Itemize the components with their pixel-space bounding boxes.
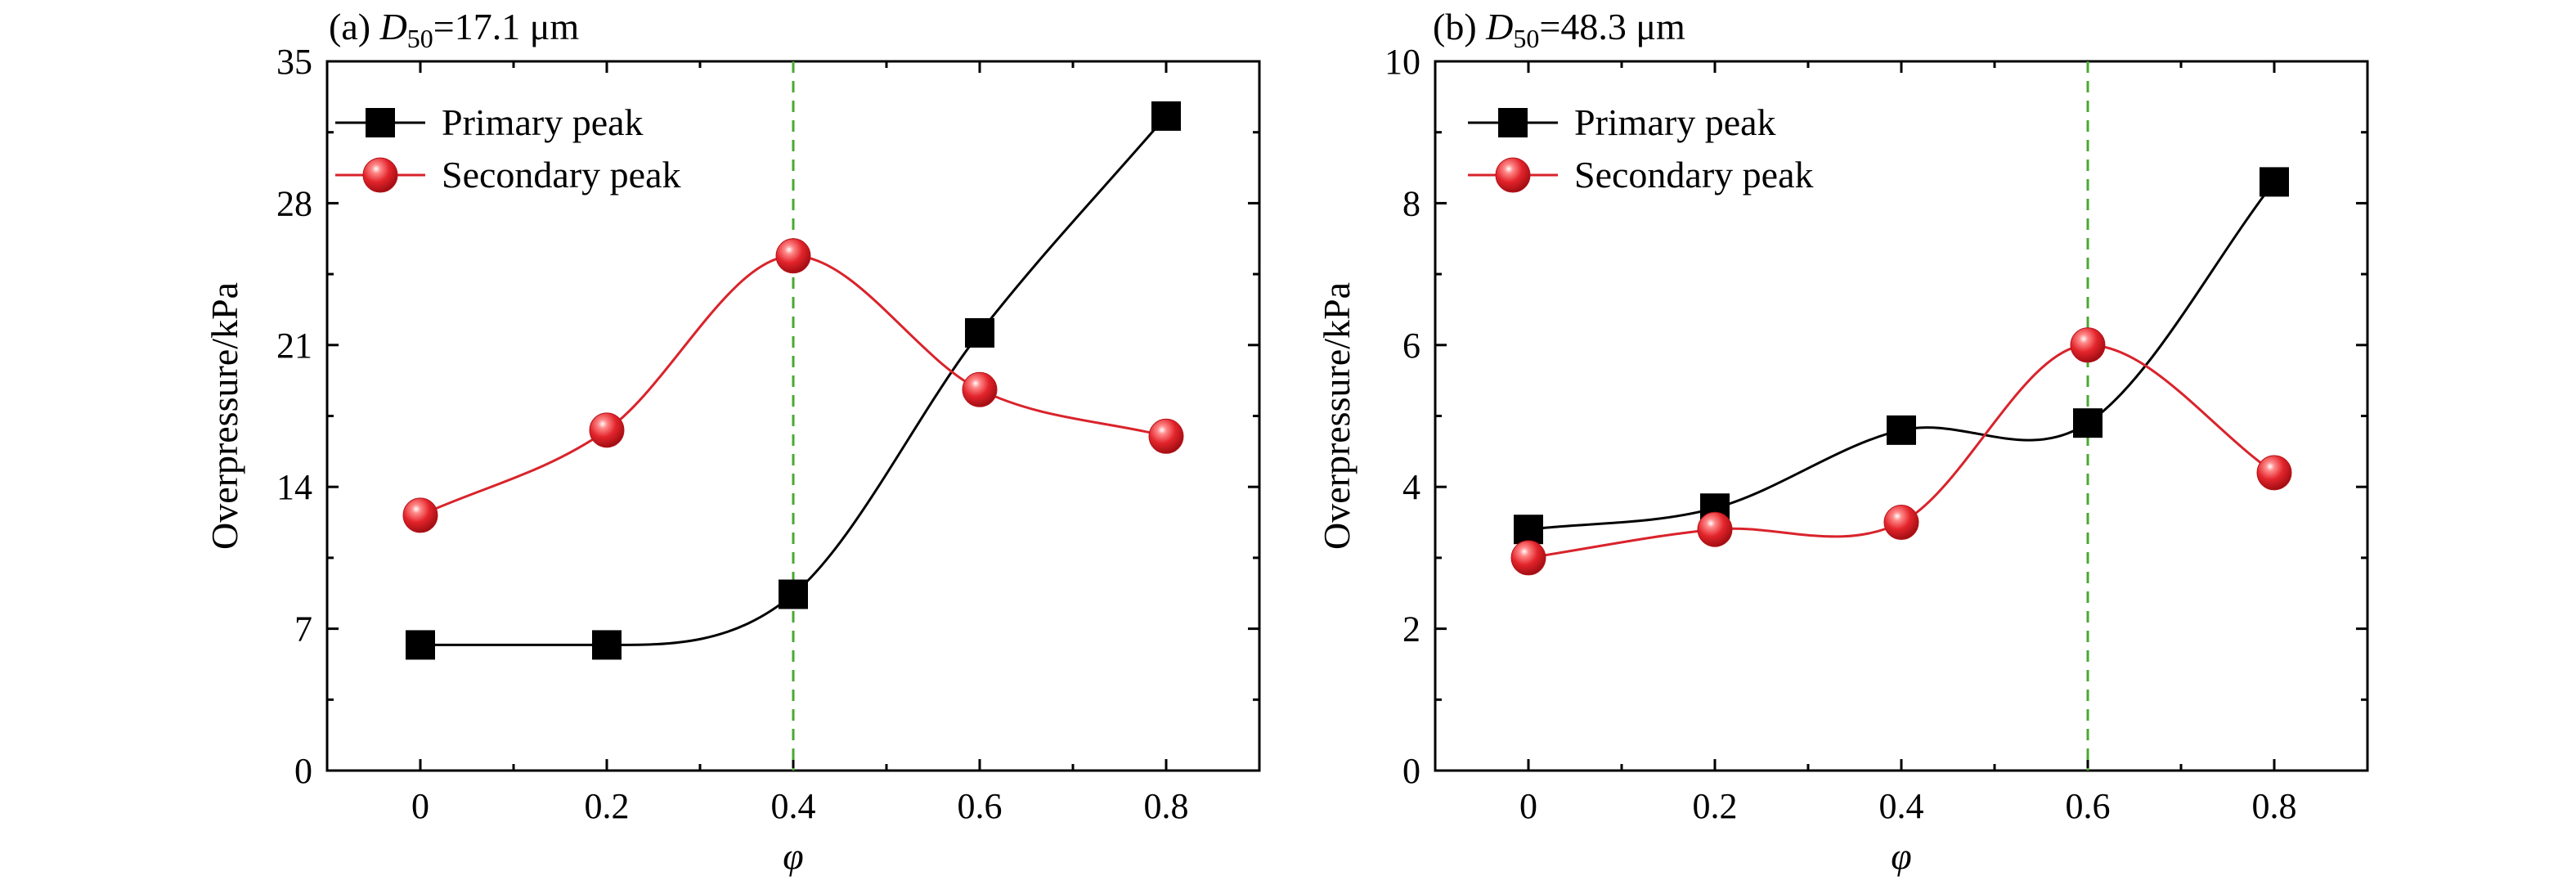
legend-marker-square [1498,108,1528,137]
y-tick-label: 21 [276,326,312,366]
y-tick-label: 6 [1402,326,1420,366]
data-point-primary [2073,408,2103,438]
series-line-primary [1528,181,2276,531]
data-point-secondary [2256,455,2292,491]
data-point-primary [779,579,808,609]
series-line-primary [420,115,1168,646]
data-point-secondary [1148,418,1184,454]
x-tick-label: 0.8 [1144,786,1189,826]
data-point-secondary [589,412,625,448]
x-tick-label: 0.2 [585,786,630,826]
data-point-secondary [1883,505,1919,541]
legend-label: Primary peak [1574,101,1776,143]
x-tick-label: 0 [1519,786,1537,826]
title-subscript: 50 [407,24,433,53]
data-point-primary [1514,515,1543,545]
title-variable: D [1485,6,1513,47]
data-point-secondary [1697,511,1733,547]
y-tick-label: 0 [1402,751,1420,791]
data-point-primary [1151,101,1181,131]
data-point-secondary [402,497,438,533]
x-tick-label: 0.4 [771,786,816,826]
legend-marker-sphere [362,157,398,193]
legend-label: Primary peak [442,101,644,143]
title-variable: D [379,6,407,47]
y-tick-label: 7 [294,609,312,650]
panel-label: (b) [1433,6,1477,47]
y-axis-label: Overpressure/kPa [1316,282,1358,550]
data-point-secondary [962,371,998,407]
title-subscript: 50 [1513,24,1539,53]
y-tick-label: 14 [276,467,312,507]
title-value: =17.1 μm [433,6,580,47]
y-axis-label: Overpressure/kPa [204,282,245,550]
title-space [370,6,380,47]
y-tick-label: 10 [1384,42,1420,82]
x-axis-label: φ [1891,835,1911,877]
y-tick-label: 2 [1402,609,1420,650]
x-tick-label: 0.2 [1693,786,1738,826]
panel-label: (a) [329,6,370,47]
y-tick-label: 4 [1402,467,1420,507]
legend-marker-sphere [1495,157,1531,193]
y-tick-label: 0 [294,751,312,791]
panel-title: (a) D50=17.1 μm [329,6,579,53]
x-tick-label: 0.8 [2252,786,2297,826]
title-space [1477,6,1487,47]
y-tick-label: 8 [1402,183,1420,223]
x-tick-label: 0.4 [1879,786,1924,826]
x-tick-label: 0.6 [2066,786,2111,826]
data-point-primary [2260,167,2289,197]
x-tick-label: 0 [411,786,429,826]
x-axis-label: φ [783,835,803,877]
title-value: =48.3 μm [1539,6,1685,47]
data-point-primary [965,317,994,348]
y-tick-label: 28 [276,183,312,223]
panel-title: (b) D50=48.3 μm [1433,6,1685,53]
y-tick-label: 35 [276,42,312,82]
data-point-primary [592,630,622,660]
data-point-secondary [775,238,811,274]
legend-label: Secondary peak [442,154,681,196]
chart-panel-a: 0 7 14 21 28 35 0 0.2 0.4 0.6 0.8 φ Overpressure/kPa… [204,6,1261,877]
data-point-secondary [2070,327,2106,363]
data-point-primary [1887,415,1916,445]
data-point-primary [406,630,435,660]
x-tick-label: 0.6 [958,786,1003,826]
data-point-secondary [1510,540,1546,576]
legend-label: Secondary peak [1574,154,1814,196]
chart-panel-b: 0 2 4 6 8 10 0 0.2 0.4 0.6 0.8 φ Overpressure/kPa (b)… [1316,6,2369,877]
legend-marker-square [366,108,395,137]
